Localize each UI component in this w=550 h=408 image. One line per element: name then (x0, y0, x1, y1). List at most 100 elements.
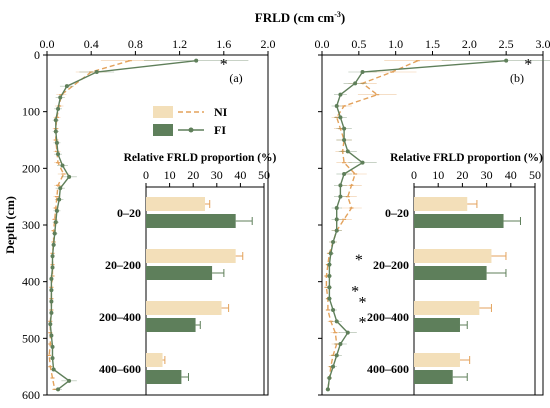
data-point-fi (58, 95, 63, 100)
x-tick-label: 0.0 (315, 37, 330, 51)
data-point-fi (67, 174, 72, 179)
inset-bar-ni (414, 197, 468, 211)
legend-swatch-fi (153, 124, 173, 136)
data-point-fi (334, 217, 339, 222)
data-point-fi (54, 208, 59, 213)
x-tick-label: 1.6 (216, 37, 231, 51)
inset-x-tick-label: 40 (505, 168, 517, 182)
inset-title: Relative FRLD proportion (%) (124, 152, 277, 164)
inset-category-label: 200–400 (99, 310, 141, 324)
data-point-fi (60, 163, 65, 168)
data-point-fi (327, 262, 332, 267)
inset-bar-ni (414, 249, 492, 263)
data-point-fi (56, 387, 61, 392)
legend-swatch-ni (153, 106, 173, 118)
inset-bar-fi (146, 214, 236, 228)
significance-marker: * (359, 315, 367, 332)
y-tick-label: 0 (34, 48, 40, 62)
inset-bar-ni (146, 197, 205, 211)
y-tick-label: 500 (22, 331, 40, 345)
series-line-ni (48, 60, 131, 390)
data-point-fi (53, 220, 58, 225)
data-point-fi (49, 333, 54, 338)
inset-bar-ni (414, 353, 460, 367)
data-point-fi (325, 387, 330, 392)
panel-b: 0.0 0.5 1.0 1.5 2.0 2.5 3.0(b)*****Relative FR… (315, 37, 550, 396)
inset-bar-ni (146, 249, 236, 263)
significance-marker: * (359, 295, 367, 312)
inset-bar-fi (414, 318, 460, 332)
data-point-fi (50, 254, 55, 259)
inset-category-label: 0–20 (385, 206, 409, 220)
inset-x-tick-label: 20 (187, 168, 199, 182)
y-tick-label: 300 (22, 218, 40, 232)
series-line-ni (325, 60, 419, 390)
panel-label: (b) (510, 71, 524, 85)
data-point-fi (342, 126, 347, 131)
x-tick-label: 0.5 (351, 37, 366, 51)
data-point-fi (49, 276, 54, 281)
inset-x-tick-label: 30 (481, 168, 493, 182)
significance-marker: * (220, 57, 228, 74)
inset-bar-ni (414, 301, 480, 315)
data-point-fi (360, 160, 365, 165)
data-point-fi (58, 186, 63, 191)
series-line-fi (327, 60, 507, 390)
data-point-fi (328, 251, 333, 256)
legend-label: NI (214, 105, 228, 119)
data-point-fi (504, 58, 509, 63)
x-tick-label: 0.0 (40, 37, 55, 51)
data-point-fi (51, 242, 56, 247)
x-tick-label: 1.0 (388, 37, 403, 51)
data-point-fi (52, 231, 57, 236)
inset-x-tick-label: 10 (432, 168, 444, 182)
data-point-fi (48, 322, 53, 327)
inset-x-tick-label: 0 (411, 168, 417, 182)
data-point-fi (56, 106, 61, 111)
x-tick-label: 2.0 (261, 37, 276, 51)
data-point-fi (338, 183, 343, 188)
inset-x-tick-label: 0 (143, 168, 149, 182)
x-tick-label: 1.5 (425, 37, 440, 51)
data-point-fi (49, 310, 54, 315)
legend-marker (188, 127, 194, 133)
data-point-fi (331, 364, 336, 369)
inset-bar-ni (146, 301, 222, 315)
data-point-fi (331, 308, 336, 312)
data-point-fi (338, 92, 343, 97)
data-point-fi (334, 228, 339, 233)
figure-title: FRLD (cm cm-3) (255, 10, 345, 25)
inset-category-label: 400–600 (99, 362, 141, 376)
panel-label: (a) (229, 71, 242, 85)
legend-label: FI (214, 123, 226, 137)
inset-bar-fi (146, 318, 196, 332)
inset-category-label: 400–600 (367, 362, 409, 376)
data-point-fi (64, 84, 69, 89)
data-point-fi (50, 356, 55, 361)
x-tick-label: 2.0 (462, 37, 477, 51)
data-point-fi (53, 118, 58, 123)
inset-bar-fi (414, 370, 453, 384)
panel-a: 0.0 0.4 0.8 1.2 1.6 2.00100200300400500600(a)… (22, 37, 277, 402)
data-point-fi (49, 299, 54, 304)
x-tick-label: 2.5 (499, 37, 514, 51)
data-point-fi (50, 265, 55, 270)
y-tick-label: 600 (22, 388, 40, 402)
inset-category-label: 0–20 (117, 206, 141, 220)
data-point-fi (327, 296, 332, 301)
data-point-fi (334, 104, 339, 108)
inset-bar-chart: Relative FRLD proportion (%) 0 10 20 30 40 50 0… (99, 152, 277, 396)
inset-x-tick-label: 40 (234, 168, 246, 182)
inset-category-label: 20–200 (105, 258, 141, 272)
inset-bar-fi (414, 266, 487, 280)
inset-bar-fi (414, 214, 504, 228)
data-point-fi (360, 70, 365, 74)
inset-x-tick-label: 50 (529, 168, 541, 182)
data-point-fi (54, 140, 59, 145)
data-point-fi (334, 353, 339, 358)
data-point-fi (342, 138, 347, 142)
x-tick-label: 0.4 (84, 37, 99, 51)
data-point-fi (49, 288, 54, 293)
data-point-fi (53, 129, 58, 134)
